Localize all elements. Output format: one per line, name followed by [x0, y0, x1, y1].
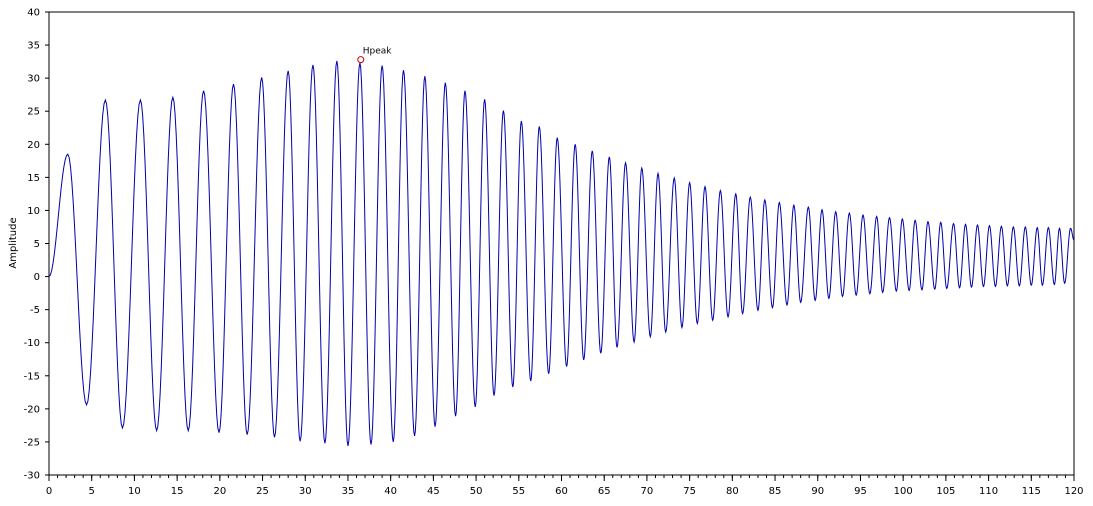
y-tick-label: 15 [27, 173, 40, 184]
x-tick-label: 30 [299, 486, 312, 497]
x-tick-label: 75 [683, 486, 696, 497]
x-tick-label: 110 [979, 486, 998, 497]
x-tick-label: 5 [89, 486, 95, 497]
y-tick-label: 20 [27, 140, 40, 151]
y-tick-label: 30 [27, 74, 40, 85]
x-axis: 0 5 10 15 20 25 30 35 40 45 50 55 60 65 70 75 80 85 90 95 10… [46, 475, 1084, 497]
x-tick-label: 10 [128, 486, 141, 497]
y-tick-label: -15 [24, 371, 40, 382]
x-tick-label: 105 [936, 486, 955, 497]
y-tick-label: 35 [27, 41, 40, 52]
x-tick-label: 70 [641, 486, 654, 497]
x-tick-label: 55 [512, 486, 525, 497]
x-tick-label: 65 [598, 486, 611, 497]
x-tick-label: 115 [1022, 486, 1041, 497]
x-tick-label: 40 [384, 486, 397, 497]
y-tick-label: 0 [34, 272, 40, 283]
y-tick-label: 5 [34, 239, 40, 250]
hpeak-marker [357, 56, 365, 64]
x-tick-label: 120 [1064, 486, 1083, 497]
x-tick-label: 60 [555, 486, 568, 497]
x-tick-label: 100 [894, 486, 913, 497]
x-tick-label: 15 [171, 486, 184, 497]
x-tick-label: 35 [342, 486, 355, 497]
y-tick-label: -10 [24, 338, 40, 349]
y-tick-label: -30 [24, 471, 40, 482]
x-tick-label: 50 [470, 486, 483, 497]
x-tick-label: 95 [854, 486, 867, 497]
hpeak-label: Hpeak [363, 47, 393, 57]
y-tick-label: -5 [30, 305, 40, 316]
series-layer [48, 60, 1075, 446]
amplitude-series-line [48, 60, 1075, 446]
y-tick-label: 25 [27, 107, 40, 118]
y-tick-label: 10 [27, 206, 40, 217]
y-axis-label: Amplitude [8, 217, 19, 268]
y-tick-label: 40 [27, 8, 40, 19]
x-tick-label: 80 [726, 486, 739, 497]
x-tick-label: 25 [256, 486, 269, 497]
x-tick-label: 0 [46, 486, 52, 497]
x-tick-label: 20 [213, 486, 226, 497]
y-tick-label: -25 [24, 437, 40, 448]
x-tick-label: 90 [811, 486, 824, 497]
y-tick-label: -20 [24, 404, 40, 415]
y-axis: -30 -25 -20 -15 -10 -5 0 5 10 15 20 25 30 35 40 [24, 8, 49, 482]
annotation-layer: Hpeak [357, 47, 393, 64]
x-tick-label: 45 [427, 486, 440, 497]
x-tick-label: 85 [769, 486, 782, 497]
